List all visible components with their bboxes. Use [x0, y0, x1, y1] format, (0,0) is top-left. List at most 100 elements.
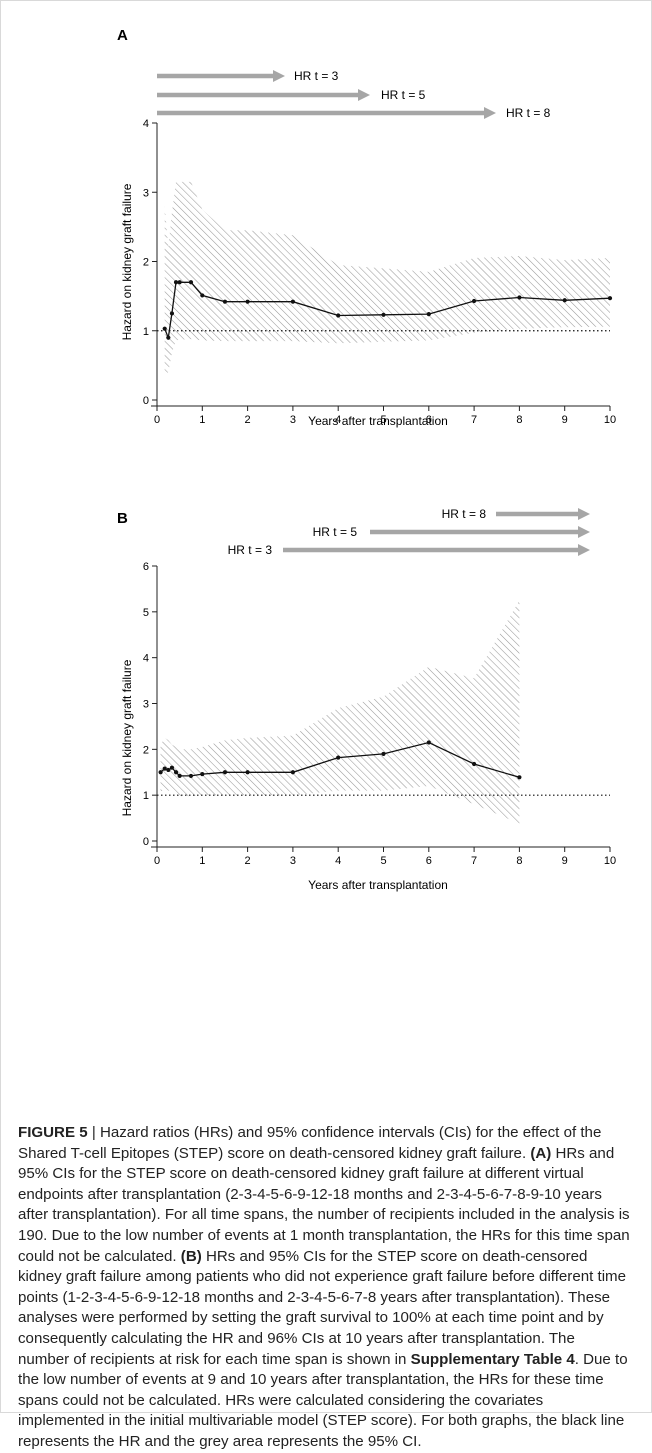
hr-arrow-head	[358, 89, 370, 101]
panel-a-plot: 0 1 2 3 4 0 1 2 3 4 5 6 7 8 9 10	[143, 118, 616, 426]
caption-lead: Hazard ratios (HRs) and 95% confidence i…	[18, 1124, 602, 1162]
hr-point	[173, 280, 179, 285]
hr-point	[200, 771, 205, 777]
figure-svg: A HR t = 3 HR t = 5 HR t = 8 0 1 2 3 4 0 1 2 3 4 5 6 7…	[117, 27, 616, 892]
hr-point	[169, 765, 175, 770]
panel-b-ylabel: Hazard on kidney graft failure	[120, 659, 134, 816]
x-tick-label: 7	[471, 414, 477, 426]
ci-band	[164, 181, 610, 375]
caption-separator: |	[87, 1124, 100, 1141]
y-tick-label: 6	[143, 561, 149, 573]
hr-point	[162, 326, 167, 331]
hr-point	[245, 770, 250, 775]
x-tick-label: 7	[471, 855, 477, 867]
caption-supp-ref: Supplementary Table 4	[410, 1350, 575, 1368]
ci-band	[160, 600, 520, 824]
panel-b-xlabel: Years after transplantation	[308, 878, 448, 892]
hr-point	[562, 298, 567, 303]
y-tick-label: 5	[143, 607, 149, 619]
x-tick-label: 0	[154, 414, 160, 426]
x-tick-label: 10	[604, 855, 616, 867]
x-tick-label: 1	[199, 855, 205, 867]
hr-point	[188, 773, 194, 779]
hr-arrow-label: HR t = 5	[381, 88, 426, 102]
panel-a-xlabel: Years after transplantation	[308, 414, 448, 428]
hr-arrow-head	[484, 107, 496, 119]
x-tick-label: 9	[562, 855, 568, 867]
hr-point	[169, 311, 175, 316]
x-tick-label: 9	[562, 414, 568, 426]
x-tick-label: 5	[380, 414, 386, 426]
hr-point	[222, 299, 228, 304]
x-tick-label: 8	[516, 855, 522, 867]
x-tick-label: 3	[290, 855, 296, 867]
hr-point	[381, 312, 386, 317]
panel-a-ylabel: Hazard on kidney graft failure	[120, 183, 134, 340]
y-tick-label: 0	[143, 395, 149, 407]
hr-point	[426, 312, 431, 317]
hr-arrow-label: HR t = 3	[228, 543, 273, 557]
hr-arrow-head	[578, 544, 590, 556]
x-tick-label: 4	[335, 414, 341, 426]
x-tick-label: 2	[245, 414, 251, 426]
panel-b-plot: 0 1 2 3 4 5 6 0 1 2 3 4 5 6 7 8 9 10	[143, 561, 616, 867]
hr-arrow-label: HR t = 8	[506, 106, 551, 120]
hr-point	[472, 761, 477, 767]
panel-a: A HR t = 3 HR t = 5 HR t = 8 0 1 2 3 4 0 1 2 3 4 5 6 7…	[117, 27, 616, 428]
x-tick-label: 1	[199, 414, 205, 426]
hr-arrow-head	[578, 526, 590, 538]
x-tick-label: 10	[604, 414, 616, 426]
hr-point	[200, 293, 205, 298]
hr-point	[177, 773, 182, 779]
x-tick-label: 8	[516, 414, 522, 426]
panel-a-label: A	[117, 27, 128, 44]
hr-point	[188, 280, 194, 285]
hr-arrow-label: HR t = 3	[294, 69, 339, 83]
y-tick-label: 1	[143, 790, 149, 802]
hr-point	[222, 770, 228, 775]
hr-point	[517, 295, 522, 300]
hr-point	[162, 766, 167, 771]
panel-b-label: B	[117, 510, 128, 527]
panel-b: B HR t = 8 HR t = 5 HR t = 3 0 1 2 3 4 5 6 0 1 2 3 4 5…	[117, 507, 616, 892]
y-tick-label: 1	[143, 326, 149, 338]
panel-a-arrows: HR t = 3 HR t = 5 HR t = 8	[157, 69, 551, 120]
hr-point	[177, 280, 182, 285]
hr-point	[426, 740, 431, 745]
hr-point	[381, 751, 386, 757]
hr-point	[336, 313, 341, 318]
hr-arrow-label: HR t = 5	[313, 525, 358, 539]
x-tick-label: 3	[290, 414, 296, 426]
hr-arrow-label: HR t = 8	[442, 507, 487, 521]
hr-point	[336, 755, 341, 760]
hr-point	[290, 770, 295, 775]
hr-point	[173, 770, 179, 775]
hr-point	[472, 298, 477, 304]
hr-arrow-head	[273, 70, 285, 82]
hr-point	[166, 335, 171, 340]
caption-a-text: HRs and 95% CIs for the STEP score on de…	[18, 1144, 630, 1265]
panel-b-arrows: HR t = 8 HR t = 5 HR t = 3	[228, 507, 590, 557]
y-tick-label: 4	[143, 653, 149, 665]
x-tick-label: 4	[335, 855, 341, 867]
hr-point	[245, 299, 250, 304]
hr-point	[607, 296, 613, 301]
y-tick-label: 0	[143, 836, 149, 848]
hr-point	[158, 770, 163, 775]
hr-arrow-head	[578, 508, 590, 520]
caption-a-label: (A)	[530, 1144, 552, 1162]
x-tick-label: 6	[426, 855, 432, 867]
caption-b-label: (B)	[180, 1247, 202, 1265]
caption-figure-label: FIGURE 5	[18, 1124, 88, 1141]
x-tick-label: 6	[426, 414, 432, 426]
x-tick-label: 5	[380, 855, 386, 867]
y-tick-label: 2	[143, 744, 149, 756]
hr-point	[166, 767, 171, 773]
hr-point	[290, 299, 295, 304]
y-tick-label: 2	[143, 257, 149, 269]
caption-b-text: HRs and 95% CIs for the STEP score on de…	[18, 1247, 627, 1368]
figure-caption: FIGURE 5 | Hazard ratios (HRs) and 95% c…	[18, 1123, 630, 1453]
x-tick-label: 2	[245, 855, 251, 867]
hr-point	[517, 775, 522, 780]
y-tick-label: 4	[143, 118, 149, 130]
